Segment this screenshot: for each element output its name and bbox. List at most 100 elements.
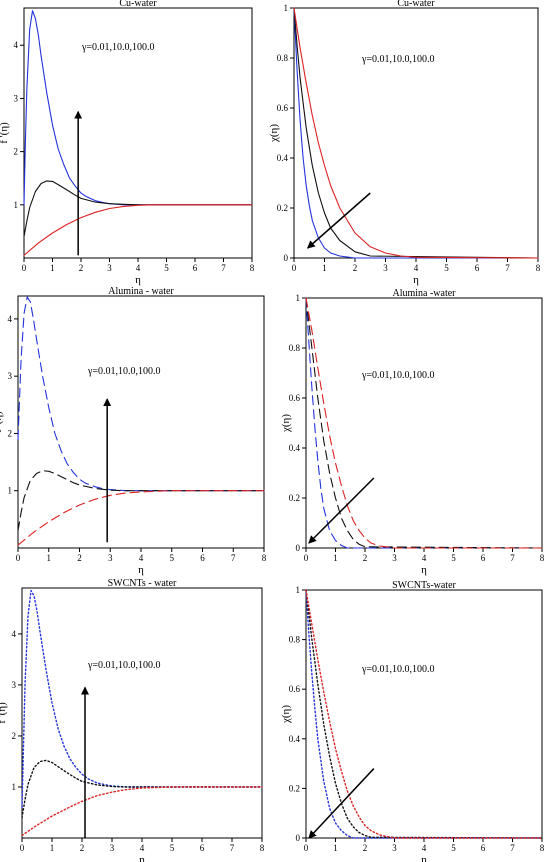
- y-tick-label: 0.2: [277, 203, 288, 213]
- x-tick-label: 5: [451, 553, 456, 563]
- plot-frame: [293, 7, 539, 259]
- y-tick-label: 0.6: [277, 103, 289, 113]
- series-line-2: [305, 297, 543, 549]
- parameter-annotation: γ=0.01,10.0,100.0: [87, 660, 161, 671]
- x-tick-label: 3: [392, 553, 397, 563]
- x-tick-label: 0: [16, 553, 21, 563]
- x-tick-label: 1: [322, 263, 327, 273]
- x-tick-label: 3: [107, 263, 112, 273]
- series-line-3: [305, 589, 543, 839]
- chart-title: Cu-water: [119, 0, 157, 9]
- y-tick-label: 2: [12, 731, 17, 741]
- x-tick-label: 5: [170, 553, 175, 563]
- x-tick-label: 6: [481, 843, 486, 853]
- x-tick-label: 4: [140, 843, 145, 853]
- x-axis-label: η: [421, 854, 427, 862]
- x-axis-label: η: [135, 274, 141, 286]
- series-line-1: [305, 589, 543, 839]
- chart-panel-6: SWCNTs-water 0 1 2 3 4 5 6 7 8 0 0.2 0.4 0.6 0.8 1 η χ(η)…: [280, 580, 545, 862]
- y-tick-label: 3: [12, 680, 17, 690]
- x-axis-label: η: [138, 564, 144, 576]
- x-tick-label: 7: [231, 553, 236, 563]
- chart-title: Alumina - water: [108, 286, 174, 297]
- x-tick-label: 5: [444, 263, 449, 273]
- x-tick-label: 6: [200, 553, 205, 563]
- y-tick-label: 0.4: [277, 153, 289, 163]
- trend-arrow: [306, 192, 371, 249]
- series-line-3: [293, 7, 539, 259]
- x-tick-label: 8: [540, 553, 545, 563]
- x-tick-label: 8: [262, 553, 267, 563]
- x-tick-label: 3: [108, 553, 113, 563]
- plot-frame: [305, 589, 543, 839]
- y-axis-label: f '(η): [0, 702, 8, 724]
- parameter-annotation: γ=0.01,10.0,100.0: [361, 370, 435, 381]
- y-tick-label: 0: [296, 543, 301, 553]
- series-line-1: [305, 297, 543, 549]
- x-tick-label: 0: [20, 843, 25, 853]
- y-axis-label: χ(η): [268, 124, 280, 143]
- y-tick-label: 4: [14, 40, 19, 50]
- y-axis-label: f '(η): [0, 122, 10, 144]
- y-tick-label: 1: [8, 486, 13, 496]
- y-tick-label: 4: [8, 314, 13, 324]
- y-tick-label: 0.6: [289, 684, 301, 694]
- x-tick-label: 2: [363, 553, 368, 563]
- x-tick-label: 6: [481, 553, 486, 563]
- x-tick-label: 0: [22, 263, 27, 273]
- x-tick-label: 0: [304, 553, 309, 563]
- x-tick-label: 8: [260, 843, 265, 853]
- series-line-1: [21, 589, 263, 809]
- y-tick-label: 0.2: [289, 493, 300, 503]
- x-tick-label: 1: [333, 843, 338, 853]
- parameter-annotation: γ=0.01,10.0,100.0: [81, 42, 155, 53]
- chart-title: SWCNTs - water: [108, 578, 177, 589]
- x-tick-label: 0: [292, 263, 297, 273]
- x-axis-label: η: [413, 274, 419, 286]
- chart-panel-4: Alumina -water 0 1 2 3 4 5 6 7 8 0 0.2 0.4 0.6 0.8 1 η χ(…: [280, 288, 545, 576]
- x-tick-label: 7: [221, 263, 226, 273]
- series-line-2: [23, 180, 253, 238]
- x-tick-label: 4: [414, 263, 419, 273]
- x-tick-label: 4: [136, 263, 141, 273]
- x-tick-label: 2: [77, 553, 82, 563]
- chart-panel-1: Cu-water0123456781234ηf '(η)γ=0.01,10.0,…: [0, 0, 255, 286]
- plot-frame: [17, 295, 265, 549]
- series-line-2: [293, 7, 539, 259]
- chart-panel-3: Alumina - water0123456781234ηf '(η)γ=0.0…: [0, 286, 267, 576]
- x-tick-label: 7: [230, 843, 235, 853]
- y-tick-label: 0: [296, 833, 301, 843]
- y-axis-label: χ(η): [280, 705, 292, 724]
- x-tick-label: 4: [422, 553, 427, 563]
- x-tick-label: 8: [536, 263, 541, 273]
- y-tick-label: 0: [284, 253, 289, 263]
- x-tick-label: 1: [333, 553, 338, 563]
- x-tick-label: 4: [422, 843, 427, 853]
- parameter-annotation: γ=0.01,10.0,100.0: [87, 366, 161, 377]
- x-tick-label: 8: [250, 263, 255, 273]
- y-tick-label: 0.8: [289, 343, 301, 353]
- series-line-2: [305, 589, 543, 839]
- y-axis-label: χ(η): [280, 414, 292, 433]
- plot-frame: [21, 587, 263, 839]
- parameter-annotation: γ=0.01,10.0,100.0: [361, 54, 435, 65]
- y-axis-label: f '(η): [0, 411, 4, 433]
- y-tick-label: 0.8: [289, 635, 301, 645]
- trend-arrow: [308, 477, 375, 544]
- x-tick-label: 5: [170, 843, 175, 853]
- y-tick-label: 3: [8, 371, 13, 381]
- x-tick-label: 3: [110, 843, 115, 853]
- y-tick-label: 0.4: [289, 443, 301, 453]
- x-tick-label: 3: [392, 843, 397, 853]
- x-tick-label: 2: [79, 263, 84, 273]
- y-tick-label: 0.2: [289, 783, 300, 793]
- x-tick-label: 2: [363, 843, 368, 853]
- x-tick-label: 6: [193, 263, 198, 273]
- x-tick-label: 7: [510, 553, 515, 563]
- chart-title: SWCNTs-water: [392, 580, 456, 591]
- series-line-1: [23, 10, 253, 206]
- x-tick-label: 8: [540, 843, 545, 853]
- y-tick-label: 1: [284, 3, 289, 13]
- x-tick-label: 3: [383, 263, 388, 273]
